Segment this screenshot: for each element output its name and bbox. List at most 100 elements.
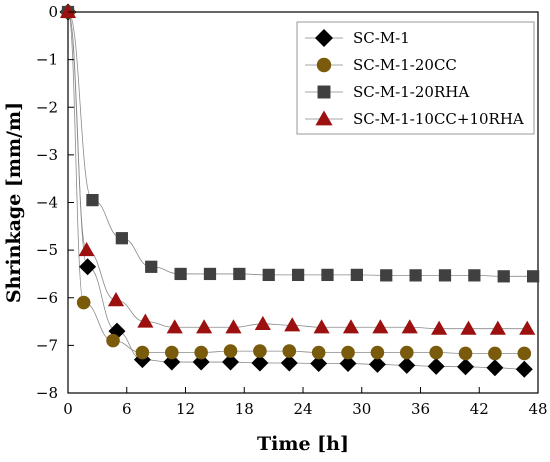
data-point: [233, 267, 246, 281]
data-point: [321, 268, 334, 282]
y-tick-label: −2: [36, 98, 58, 116]
data-point: [115, 232, 128, 245]
data-point: [468, 269, 481, 282]
legend-symbol: [316, 57, 332, 73]
y-tick-label: −4: [36, 194, 58, 212]
data-point: [254, 315, 271, 330]
series-markers-2: [61, 5, 532, 361]
x-tick-label: 12: [176, 400, 195, 418]
legend-box: [296, 21, 535, 135]
legend-marker: [315, 110, 333, 126]
y-tick-label: −6: [36, 289, 58, 307]
data-point: [164, 345, 179, 360]
data-point: [291, 268, 305, 282]
y-tick-label: 0: [48, 3, 58, 21]
series-markers-4: [59, 3, 536, 335]
legend: SC-M-1 SC-M-1-20CC SC-M-1-20RHA SC-M-1-10CC…: [296, 21, 535, 135]
x-tick-label: 24: [293, 400, 312, 418]
legend-label: SC-M-1-20RHA: [353, 83, 469, 101]
x-tick-label: 6: [122, 400, 132, 418]
series-markers: [59, 3, 540, 378]
data-point: [107, 292, 125, 307]
data-point: [489, 320, 506, 335]
data-point: [429, 345, 443, 360]
data-point: [519, 320, 536, 335]
data-point: [517, 346, 532, 361]
data-point: [399, 345, 414, 360]
legend-symbol: [315, 110, 333, 126]
x-tick-label: 18: [235, 400, 254, 418]
legend-label: SC-M-1: [353, 29, 410, 47]
data-point: [282, 344, 297, 358]
data-point: [251, 354, 269, 372]
data-point: [526, 270, 540, 283]
data-point: [339, 354, 357, 372]
data-point: [401, 319, 418, 334]
data-point: [431, 320, 448, 335]
data-point: [194, 345, 208, 360]
data-point: [59, 3, 77, 19]
data-point: [427, 357, 445, 375]
data-point: [76, 295, 91, 310]
x-tick-label: 0: [63, 400, 73, 418]
data-point: [222, 353, 240, 371]
y-tick-label: −8: [36, 384, 58, 402]
data-point: [280, 354, 298, 372]
data-point: [78, 242, 95, 257]
data-point: [486, 359, 504, 377]
data-point: [409, 269, 422, 282]
data-point: [174, 267, 187, 281]
data-point: [488, 346, 502, 361]
legend-symbol: [315, 29, 333, 47]
data-point: [372, 319, 389, 334]
x-tick-label: 30: [352, 400, 371, 418]
y-tick-label: −1: [36, 51, 58, 69]
data-point: [166, 319, 183, 334]
legend-label: SC-M-1-10CC+10RHA: [353, 110, 524, 128]
axis-ticks: 0 6 12 18 24 30 36 42 48 0 −1 −2 −3 −4 −5 −6 −7 −8: [36, 3, 548, 418]
x-tick-label: 48: [528, 400, 547, 418]
data-point: [313, 319, 330, 334]
data-point: [458, 346, 473, 361]
legend-label: SC-M-1-20CC: [353, 56, 457, 74]
data-point: [368, 355, 386, 373]
data-point: [86, 193, 99, 207]
data-point: [262, 268, 275, 282]
data-point: [380, 269, 393, 282]
data-point: [79, 258, 97, 276]
data-point: [145, 260, 158, 273]
data-point: [223, 344, 238, 358]
data-point: [497, 270, 510, 283]
data-point: [137, 313, 154, 328]
data-point: [342, 319, 360, 334]
data-point: [457, 358, 475, 376]
data-point: [460, 320, 477, 335]
legend-marker: [315, 29, 333, 47]
y-tick-label: −7: [36, 336, 58, 354]
data-point: [225, 319, 242, 334]
data-point: [135, 345, 150, 360]
data-point: [284, 317, 301, 332]
data-point: [370, 345, 385, 360]
data-point: [203, 267, 217, 281]
data-point: [253, 344, 267, 358]
data-point: [106, 333, 120, 348]
legend-symbol: [317, 85, 331, 99]
x-tick-label: 42: [470, 400, 489, 418]
data-point: [398, 356, 416, 374]
data-point: [438, 269, 452, 282]
series-markers-3: [61, 5, 540, 283]
data-point: [310, 354, 328, 372]
x-axis-label: Time [h]: [257, 433, 349, 455]
legend-marker: [317, 85, 331, 99]
y-tick-label: −3: [36, 146, 58, 164]
legend-marker: [316, 57, 332, 73]
y-axis-label: Shrinkage [mm/m]: [3, 102, 25, 303]
data-point: [350, 268, 363, 282]
data-point: [515, 360, 533, 378]
data-point: [341, 345, 355, 360]
data-point: [311, 345, 326, 360]
x-tick-label: 36: [411, 400, 430, 418]
y-tick-label: −5: [36, 241, 58, 259]
